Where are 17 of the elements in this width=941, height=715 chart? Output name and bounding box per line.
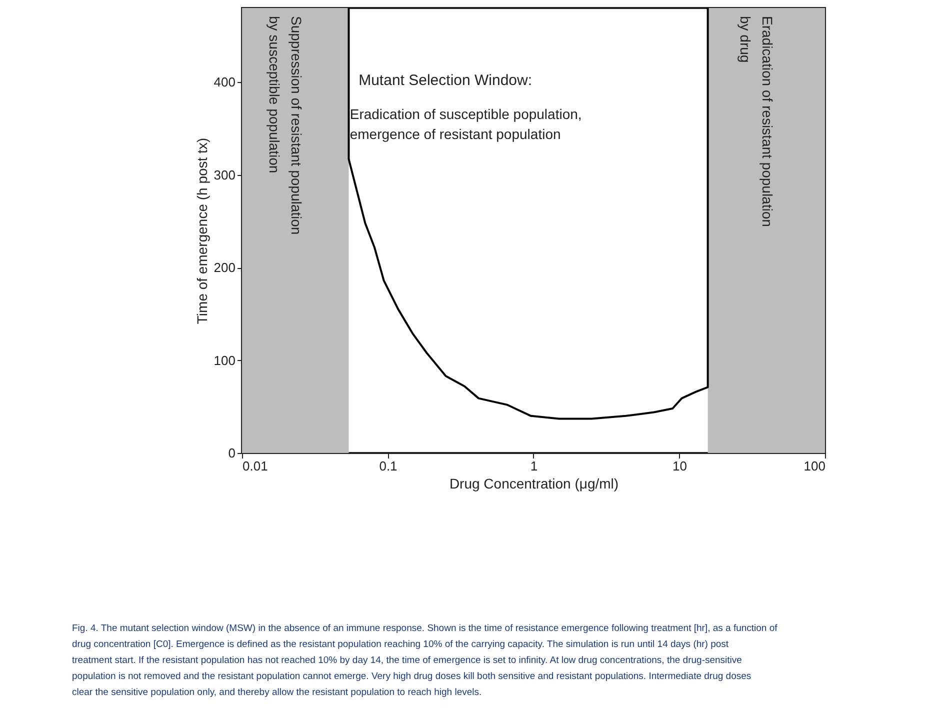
y-axis-title: Time of emergence (h post tx) (194, 138, 210, 324)
annotation: Eradication of susceptible population, emergence of resistant population (350, 106, 582, 142)
band-label: Suppression of resistant population by susceptible population (266, 16, 304, 235)
x-tick-label: 10 (672, 458, 687, 474)
x-tick-label: 0.01 (242, 458, 268, 474)
x-axis-title: Drug Concentration (μg/ml) (449, 476, 619, 492)
y-tick-label: 0 (228, 446, 236, 460)
y-tick-label: 300 (214, 167, 236, 182)
annotation: Mutant Selection Window: (358, 72, 532, 89)
caption: Fig. 4. The mutant selection window (MSW) in the absence of an immune response. Shown is the time of resistance emergence following treatment [hr], as a function of drug concentration [C0]. Emergence is defined as the resistant population reaching 10% of the carrying capacity. The simulation is run until 14 days (hr) post treatment start. If the resistant population has not reached 10% by day 14, the time of emergence is set to infinity. At low drug concentrations, the drug-sensitive population is not removed and the resistant population cannot emerge. Very high drug doses kill both sensitive and resistant populations. Intermediate drug doses clear the sensitive population only, and thereby allow the resistant population to reach high levels. (72, 623, 778, 698)
y-tick-label: 200 (214, 260, 236, 276)
x-tick-label: 100 (804, 458, 826, 474)
y-tick-label: 100 (214, 352, 236, 368)
x-tick-label: 0.1 (379, 458, 398, 474)
x-tick-label: 1 (530, 458, 538, 474)
band-label: Eradication of resistant population by drug (737, 16, 776, 227)
y-tick-label: 400 (214, 74, 236, 90)
